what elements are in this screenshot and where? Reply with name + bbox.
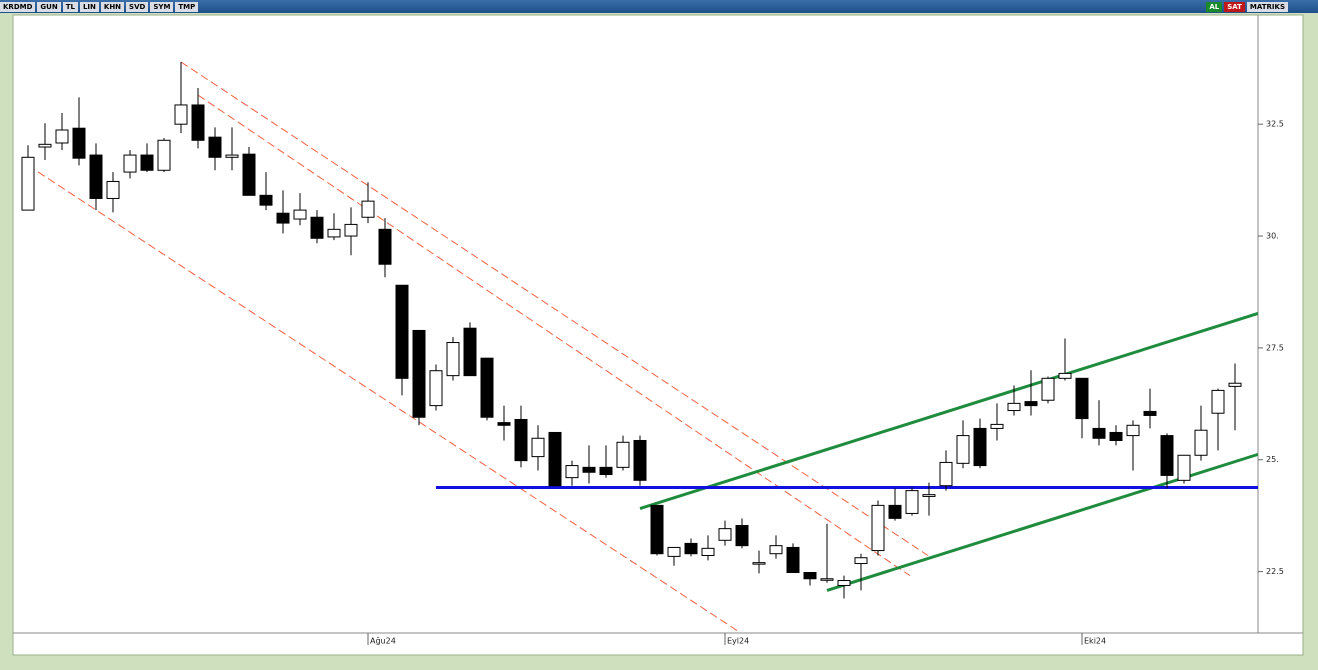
candle-body [259,194,273,206]
candle-body [1109,431,1123,442]
candle-body [191,104,205,141]
candle-body [208,136,222,158]
candle-body [1194,429,1208,456]
candle-body [1092,427,1106,439]
brand: MATRIKS [1246,1,1288,12]
candle-body [803,571,817,580]
candle-body [1126,424,1140,437]
candle-body [752,562,766,565]
candle-body [888,504,902,519]
candle-body [1160,435,1174,476]
tool-button[interactable]: GUN [37,1,61,12]
x-tick-label: Ağu24 [370,637,396,646]
candle-body [1041,377,1055,401]
sell-button[interactable]: SAT [1224,1,1245,12]
tool-button[interactable]: SYM [150,1,174,12]
candle-body [684,542,698,555]
chart-frame [12,14,1304,656]
candle-body [735,525,749,547]
candle-body [123,154,137,173]
candle-body [667,546,681,557]
candle-body [1177,454,1191,481]
candle-body [1024,401,1038,407]
candle-body [242,153,256,196]
symbol[interactable]: KRDMD [0,1,36,12]
candle-body [157,139,171,171]
trend-line [180,61,929,556]
candle-body [55,129,69,144]
candle-body [225,154,239,158]
candle-body [786,546,800,573]
candle-body [395,284,409,379]
tool-button[interactable]: TL [62,1,78,12]
candle-body [276,212,290,224]
candle-body [106,180,120,199]
candle-body [378,228,392,265]
chart: 22.5 25. 27.5 30. 32.5 Ağu24 Eyl24 Eki24 [12,14,1304,656]
candle-body [38,143,52,148]
x-tick-label: Eki24 [1084,637,1106,646]
candle-body [1228,382,1242,387]
tool-button[interactable]: LIN [79,1,99,12]
candle-body [599,466,613,476]
trend-line [197,94,911,577]
candle-body [1007,402,1021,412]
y-tick-label: 32.5 [1266,120,1284,129]
candle-body [1211,389,1225,414]
candle-body [973,427,987,467]
y-tick-label: 27.5 [1266,343,1284,352]
candle-body [463,327,477,377]
candle-body [650,504,664,555]
candle-body [344,223,358,237]
candle-body [327,228,341,238]
candle-body [616,441,630,468]
buy-button[interactable]: AL [1206,1,1223,12]
candle-body [1075,377,1089,420]
candle-body [480,357,494,418]
candle-body [565,465,579,479]
candle-body [174,104,188,125]
candle-body [72,127,86,159]
candle-body [820,578,834,581]
candle-body [514,418,528,462]
candle-body [140,154,154,171]
candle-body [531,437,545,458]
candle-body [956,435,970,464]
tool-button[interactable]: KHN [100,1,125,12]
candle-body [89,154,103,199]
candle-body [310,216,324,239]
candle-body [497,422,511,426]
candle-body [548,431,562,487]
tool-button[interactable]: SVD [126,1,149,12]
toolbar: KRDMD GUN TL LIN KHN SVD SYM TMP AL SAT … [0,0,1318,13]
candle-body [361,200,375,218]
y-tick-label: 30. [1266,232,1279,241]
candle-body [1058,372,1072,379]
candle-body [769,545,783,555]
candle-body [21,156,35,211]
y-tick-label: 22.5 [1266,567,1284,576]
tool-button[interactable]: TMP [175,1,199,12]
candle-body [446,342,460,377]
candle-body [412,329,426,418]
candle-body [871,504,885,552]
candle-body [701,547,715,556]
x-tick-label: Eyl24 [727,637,749,646]
candle-body [939,461,953,487]
candle-body [293,209,307,220]
candle-body [718,528,732,541]
candle-body [905,490,919,514]
candle-body [837,580,851,586]
candle-body [854,557,868,565]
trend-line [27,164,741,633]
candle-body [582,466,596,473]
candle-body [429,370,443,407]
candle-body [922,494,936,497]
candle-body [990,423,1004,429]
candle-body [633,440,647,481]
trend-line [639,312,1259,510]
candle-body [1143,410,1157,416]
y-tick-label: 25. [1266,455,1279,464]
